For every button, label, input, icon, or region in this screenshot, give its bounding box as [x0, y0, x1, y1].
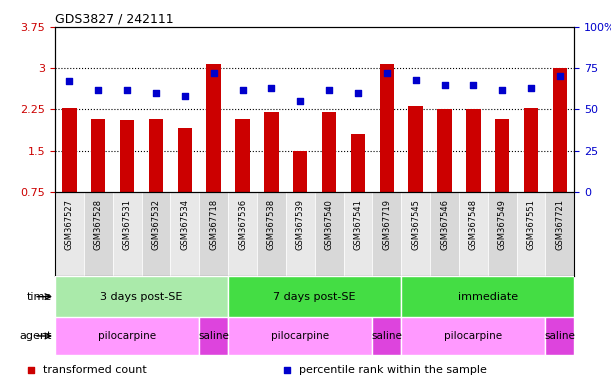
Text: saline: saline	[371, 331, 402, 341]
Bar	[430, 192, 459, 276]
Point	[122, 86, 132, 93]
Text: GSM367531: GSM367531	[123, 199, 131, 250]
Bar	[517, 192, 546, 276]
Bar	[91, 119, 106, 192]
Text: GSM367551: GSM367551	[527, 199, 536, 250]
Point	[238, 86, 247, 93]
Point	[266, 85, 276, 91]
Point	[353, 90, 363, 96]
Text: immediate: immediate	[458, 291, 518, 302]
Bar	[322, 112, 336, 192]
Bar	[199, 192, 228, 276]
Text: GSM367541: GSM367541	[353, 199, 362, 250]
Bar	[62, 108, 76, 192]
Bar	[170, 192, 199, 276]
Bar	[142, 192, 170, 276]
Point	[93, 86, 103, 93]
Text: pilocarpine: pilocarpine	[444, 331, 502, 341]
Text: 3 days post-SE: 3 days post-SE	[100, 291, 183, 302]
Text: GSM367719: GSM367719	[382, 199, 391, 250]
Bar	[437, 109, 452, 192]
Text: GSM367549: GSM367549	[498, 199, 507, 250]
Bar	[351, 134, 365, 192]
Point	[180, 93, 189, 99]
Point	[579, 236, 588, 242]
Text: GSM367528: GSM367528	[93, 199, 103, 250]
Bar	[372, 192, 401, 276]
Bar	[459, 192, 488, 276]
Text: GSM367540: GSM367540	[324, 199, 334, 250]
Text: transformed count: transformed count	[43, 364, 147, 375]
Bar	[178, 127, 192, 192]
Bar	[228, 276, 401, 317]
Point	[324, 86, 334, 93]
Bar	[408, 106, 423, 192]
Bar	[401, 192, 430, 276]
Bar	[488, 192, 517, 276]
Bar	[379, 64, 394, 192]
Text: pilocarpine: pilocarpine	[98, 331, 156, 341]
Bar	[286, 192, 315, 276]
Point	[295, 98, 305, 104]
Bar	[228, 192, 257, 276]
Bar	[228, 317, 372, 355]
Bar	[55, 192, 84, 276]
Bar	[257, 192, 286, 276]
Bar	[315, 192, 343, 276]
Point	[555, 73, 565, 79]
Text: GSM367548: GSM367548	[469, 199, 478, 250]
Text: percentile rank within the sample: percentile rank within the sample	[299, 364, 487, 375]
Point	[209, 70, 219, 76]
Text: GSM367546: GSM367546	[440, 199, 449, 250]
Text: saline: saline	[544, 331, 576, 341]
Bar	[120, 121, 134, 192]
Bar	[546, 192, 574, 276]
Bar	[401, 317, 546, 355]
Bar	[207, 64, 221, 192]
Text: GSM367532: GSM367532	[152, 199, 161, 250]
Text: GSM367527: GSM367527	[65, 199, 74, 250]
Text: agent: agent	[20, 331, 52, 341]
Text: GSM367538: GSM367538	[267, 199, 276, 250]
Bar	[199, 317, 228, 355]
Point	[497, 86, 507, 93]
Text: GSM367534: GSM367534	[180, 199, 189, 250]
Text: GDS3827 / 242111: GDS3827 / 242111	[55, 13, 174, 26]
Bar	[293, 151, 307, 192]
Point	[439, 82, 449, 88]
Bar	[343, 192, 372, 276]
Text: GSM367545: GSM367545	[411, 199, 420, 250]
Text: 7 days post-SE: 7 days post-SE	[273, 291, 356, 302]
Point	[382, 70, 392, 76]
Bar	[264, 112, 279, 192]
Bar	[55, 317, 199, 355]
Bar	[148, 119, 163, 192]
Point	[469, 82, 478, 88]
Bar	[553, 68, 567, 192]
Bar	[546, 317, 574, 355]
Bar	[466, 109, 481, 192]
Point	[411, 77, 420, 83]
Bar	[84, 192, 112, 276]
Text: GSM367536: GSM367536	[238, 199, 247, 250]
Text: time: time	[27, 291, 52, 302]
Bar	[235, 119, 250, 192]
Bar	[495, 119, 510, 192]
Text: GSM367721: GSM367721	[555, 199, 565, 250]
Point	[151, 90, 161, 96]
Point	[526, 85, 536, 91]
Bar	[401, 276, 574, 317]
Text: GSM367539: GSM367539	[296, 199, 305, 250]
Bar	[112, 192, 142, 276]
Bar	[372, 317, 401, 355]
Bar	[55, 276, 228, 317]
Point	[65, 78, 75, 84]
Text: pilocarpine: pilocarpine	[271, 331, 329, 341]
Bar	[524, 108, 538, 192]
Text: GSM367718: GSM367718	[209, 199, 218, 250]
Text: saline: saline	[198, 331, 229, 341]
